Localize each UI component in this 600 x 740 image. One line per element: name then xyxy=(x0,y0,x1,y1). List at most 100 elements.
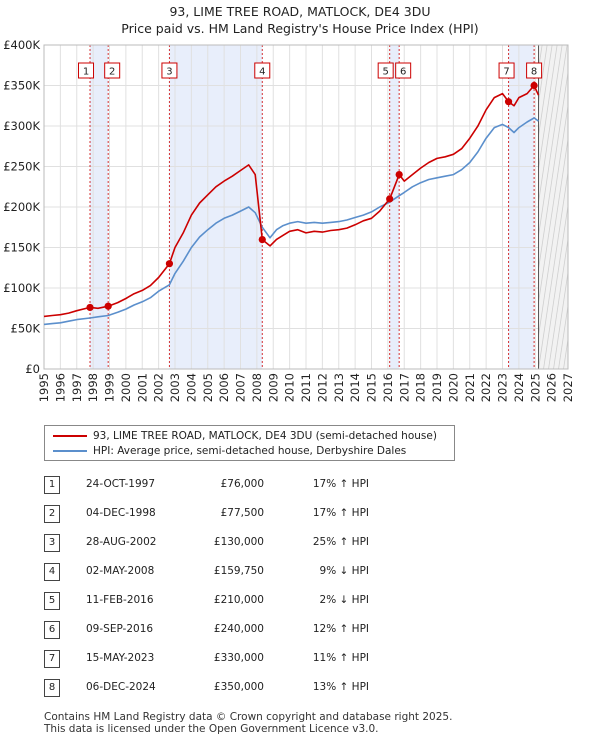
x-tick-label: 2010 xyxy=(283,373,297,402)
chart-title-block: 93, LIME TREE ROAD, MATLOCK, DE4 3DU Pri… xyxy=(0,3,600,37)
y-tick-label: £100K xyxy=(3,281,40,295)
sale-number: 3 xyxy=(44,534,60,552)
hatch-line xyxy=(579,45,600,369)
y-tick-label: £200K xyxy=(3,200,40,214)
chart-legend: 93, LIME TREE ROAD, MATLOCK, DE4 3DU (se… xyxy=(44,425,455,461)
sale-marker-label: 4 xyxy=(259,67,265,78)
x-tick-label: 2015 xyxy=(365,373,379,402)
sale-date: 24-OCT-1997 xyxy=(86,478,155,490)
sale-hpi-diff: 2% ↓ HPI xyxy=(319,594,369,606)
footer-licence: This data is licensed under the Open Gov… xyxy=(44,723,379,735)
sale-price: £210,000 xyxy=(213,594,264,606)
x-tick-label: 2001 xyxy=(135,373,149,402)
sale-number: 2 xyxy=(44,505,60,523)
x-tick-label: 2027 xyxy=(561,373,575,402)
x-tick-label: 2020 xyxy=(446,373,460,402)
hatch-line xyxy=(548,236,569,369)
sale-points xyxy=(86,81,538,312)
sale-marker-box xyxy=(254,62,271,79)
sale-price: £350,000 xyxy=(213,681,264,693)
hatch-line xyxy=(584,45,600,369)
y-tick-label: £150K xyxy=(3,241,40,255)
hatch-line xyxy=(538,45,568,239)
y-tick-label: £250K xyxy=(3,160,40,174)
x-axis-ticks: 1995 1996 1997 1998 1999 2000 2001 2002 2003 2004… xyxy=(37,373,575,402)
sale-hpi-diff: 13% ↑ HPI xyxy=(312,681,369,693)
hatch-line xyxy=(569,45,600,369)
sale-marker-lines xyxy=(89,45,535,369)
hatch-line xyxy=(574,45,600,369)
x-tick-label: 2024 xyxy=(512,373,526,402)
x-tick-label: 2000 xyxy=(119,373,133,402)
x-tick-label: 1999 xyxy=(103,373,117,402)
sale-hpi-diff: 17% ↑ HPI xyxy=(312,478,369,490)
x-tick-label: 2014 xyxy=(348,373,362,402)
y-tick-label: £400K xyxy=(3,38,40,52)
x-tick-label: 2018 xyxy=(414,373,428,402)
sale-date: 28-AUG-2002 xyxy=(86,536,157,548)
table-row: 4 02-MAY-2008 £159,750 9% ↓ HPI xyxy=(44,562,464,584)
chart-grid xyxy=(43,44,569,370)
x-tick-label: 1998 xyxy=(86,373,100,402)
sale-marker-label: 7 xyxy=(503,67,509,78)
x-tick-label: 2009 xyxy=(266,373,280,402)
legend-item-hpi: HPI: Average price, semi-detached house,… xyxy=(53,444,406,458)
plot-border xyxy=(43,44,569,370)
sale-price: £77,500 xyxy=(220,507,264,519)
sale-hpi-diff: 12% ↑ HPI xyxy=(312,623,369,635)
sale-marker-label: 2 xyxy=(109,67,115,78)
chart-title: 93, LIME TREE ROAD, MATLOCK, DE4 3DU xyxy=(169,4,431,19)
sale-number: 1 xyxy=(44,476,60,494)
table-row: 5 11-FEB-2016 £210,000 2% ↓ HPI xyxy=(44,591,464,613)
x-tick-label: 2021 xyxy=(463,373,477,402)
hatch-line xyxy=(538,136,569,339)
y-tick-label: £350K xyxy=(3,79,40,93)
series-lines xyxy=(43,84,540,326)
sale-marker-label: 1 xyxy=(83,67,89,78)
legend-swatch-property xyxy=(53,435,87,437)
sale-number: 6 xyxy=(44,621,60,639)
y-tick-label: £0 xyxy=(25,362,40,376)
footer: Contains HM Land Registry data © Crown c… xyxy=(44,711,452,735)
x-tick-label: 2002 xyxy=(152,373,166,402)
sale-marker-box xyxy=(526,62,543,79)
sale-marker-label: 6 xyxy=(400,67,406,78)
hatch-line xyxy=(538,103,569,306)
sale-hpi-diff: 11% ↑ HPI xyxy=(312,652,369,664)
x-tick-label: 2019 xyxy=(430,373,444,402)
sale-number: 5 xyxy=(44,592,60,610)
hpi-line xyxy=(43,117,539,326)
sale-price: £330,000 xyxy=(213,652,264,664)
sale-point xyxy=(395,171,403,179)
x-tick-label: 2023 xyxy=(496,373,510,402)
x-tick-label: 2016 xyxy=(381,373,395,402)
x-tick-label: 2026 xyxy=(545,373,559,402)
sale-marker-label: 8 xyxy=(531,67,537,78)
table-row: 8 06-DEC-2024 £350,000 13% ↑ HPI xyxy=(44,678,464,700)
sale-price: £76,000 xyxy=(220,478,264,490)
y-tick-label: £300K xyxy=(3,119,40,133)
hatch-line xyxy=(553,269,569,369)
sale-hpi-diff: 25% ↑ HPI xyxy=(312,536,369,548)
chart-subtitle: Price paid vs. HM Land Registry's House … xyxy=(121,21,479,36)
sale-date: 06-DEC-2024 xyxy=(86,681,156,693)
sale-hpi-diff: 17% ↑ HPI xyxy=(312,507,369,519)
table-row: 2 04-DEC-1998 £77,500 17% ↑ HPI xyxy=(44,504,464,526)
sale-price: £159,750 xyxy=(213,565,264,577)
x-tick-label: 2011 xyxy=(299,373,313,402)
price-chart: 1 2 3 4 5 6 7 8 £0 £50K £100K £150K £200K £250K £300K… xyxy=(3,38,600,402)
property-price-line xyxy=(43,84,540,318)
x-tick-label: 2025 xyxy=(528,373,542,402)
hatch-line xyxy=(538,45,563,206)
hatch-line xyxy=(538,45,558,172)
table-row: 1 24-OCT-1997 £76,000 17% ↑ HPI xyxy=(44,475,464,497)
table-row: 6 09-SEP-2016 £240,000 12% ↑ HPI xyxy=(44,620,464,642)
sale-marker-box xyxy=(78,62,95,79)
sale-date: 02-MAY-2008 xyxy=(86,565,155,577)
x-tick-label: 2022 xyxy=(479,373,493,402)
sale-point xyxy=(386,195,394,203)
sale-date: 15-MAY-2023 xyxy=(86,652,155,664)
sale-marker-box xyxy=(498,62,515,79)
sale-point xyxy=(86,303,94,312)
x-tick-label: 1995 xyxy=(37,373,51,402)
